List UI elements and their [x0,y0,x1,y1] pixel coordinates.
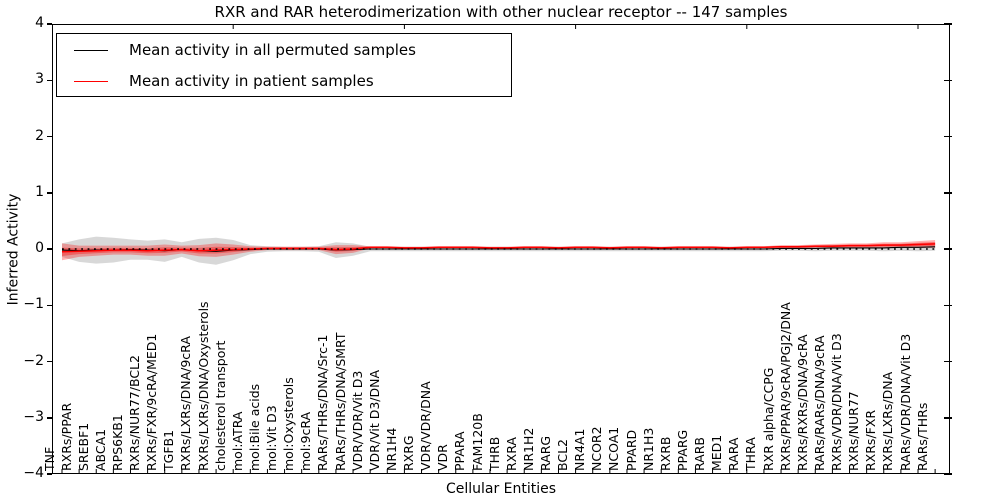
y-tick-label: 4 [35,15,44,31]
x-tick-label: RXRs/PPAR/9cRA/PGJ2/DNA [777,302,793,471]
x-axis-label: Cellular Entities [445,481,557,497]
x-tick-label: PPARA [452,431,468,471]
plot-svg [61,24,936,474]
x-tick-label: RXRs/NUR77 [846,391,862,471]
y-tick-label: −2 [23,352,44,369]
y-tick-left [47,23,52,25]
x-tick-label: RXRs/LXRs/DNA/Oxysterols [195,301,211,471]
y-tick-right [944,79,952,81]
x-tick-label: THRB [486,436,502,471]
legend-item: Mean activity in patient samples [57,66,511,96]
y-tick-left [47,417,52,419]
x-tick-label: RXRs/NUR77/BCL2 [127,355,143,471]
x-tick-label: RARG [537,435,553,471]
y-tick-left [47,192,52,194]
x-tick-label: mol:ATRA [229,411,245,471]
legend: Mean activity in all permuted samples Mea… [56,33,512,97]
y-tick-left [47,360,52,363]
x-tick-label: NCOA1 [606,426,622,471]
x-tick-label: TGFB1 [161,429,177,471]
x-tick-label: mol:Vit D3 [264,405,280,471]
y-tick-left [47,304,52,306]
x-tick-label: RARs/VDR/DNA/Vit D3 [897,333,913,471]
x-tick-label: RXRA [503,437,519,471]
x-tick-label: MED1 [709,434,725,471]
y-tick-right [944,23,952,25]
x-tick-label: RPS6KB1 [109,414,125,471]
y-tick-left [47,473,52,475]
y-tick-label: −3 [23,408,44,425]
x-tick-label: NR4A1 [572,428,588,472]
y-tick-left [47,248,52,250]
y-tick-label: 0 [35,240,44,256]
legend-line-swatch [74,49,108,51]
x-tick-label: RXRG [401,435,417,471]
x-tick-label: mol:Bile acids [246,383,262,471]
x-tick-label: VDR/VDR/DNA [418,381,434,471]
x-tick-label: ABCA1 [92,428,108,471]
y-tick-right [944,360,952,363]
permuted-std-band [62,236,936,265]
x-tick-label: PPARG [674,429,690,471]
x-tick-label: RXRs/PPAR [58,402,74,471]
x-tick-label: RARs/THRs/DNA/SMRT [332,332,348,471]
x-tick-label: PPARD [623,429,639,471]
x-tick-label: RXRs/LXRs/DNA/9cRA [178,336,194,471]
x-tick-label: NR1H4 [383,427,399,471]
y-tick-label: 3 [35,71,44,88]
y-tick-left [47,79,52,81]
x-tick-label: NR1H2 [520,427,536,471]
x-tick-label: NCOR2 [589,426,605,471]
x-tick-label: RXRs/LXRs/DNA [880,371,896,471]
y-tick-label: 1 [35,183,44,200]
x-tick-label: SREBF1 [75,422,91,471]
legend-line-swatch [74,80,108,82]
x-tick-label: TNF [41,446,57,471]
x-tick-label: VDR [435,444,451,471]
legend-item: Mean activity in all permuted samples [57,35,511,65]
x-tick-label: RXRs/FXR/9cRA/MED1 [144,333,160,471]
x-tick-label: THRA [743,437,759,471]
y-tick-right [944,135,952,138]
x-tick-label: VDR/VDR/Vit D3 [349,370,365,471]
y-tick-right [944,473,952,475]
legend-label: Mean activity in patient samples [129,72,374,90]
x-tick-label: RARs/THRs/DNA/Src-1 [315,334,331,471]
x-tick-label: mol:Oxysterols [281,377,297,471]
x-tick-label: RARs/RARs/DNA/9cRA [811,335,827,471]
y-tick-label: −4 [23,465,44,481]
x-tick-label: RARB [692,437,708,471]
x-tick-label: RXRs/FXR [863,409,879,471]
x-tick-label: NR1H3 [640,427,656,471]
x-tick-label: RARs/THRs [914,402,930,471]
chart-title: RXR and RAR heterodimerization with othe… [214,3,788,21]
y-tick-right [944,304,952,306]
x-tick-label: RXRB [657,436,673,471]
x-tick-label: mol:9cRA [298,411,314,471]
y-tick-right [944,192,952,194]
x-tick-label: RXRs/VDR/DNA/Vit D3 [829,333,845,471]
x-tick-label: VDR/Vit D3/DNA [366,369,382,471]
x-tick-label: RXRs/RXRs/DNA/9cRA [794,334,810,471]
x-tick-label: cholesterol transport [212,340,228,471]
y-tick-left [47,135,52,138]
x-tick-label: RARA [726,437,742,471]
x-tick-label: BCL2 [555,438,571,471]
x-tick-label: RXR alpha/CCPG [760,367,776,471]
y-tick-right [944,248,952,250]
y-tick-right [944,417,952,419]
x-tick-label: FAM120B [469,413,485,471]
legend-label: Mean activity in all permuted samples [129,41,416,59]
y-tick-label: 2 [35,127,44,144]
patient-mean-line [61,243,936,253]
y-tick-label: −1 [23,296,44,313]
